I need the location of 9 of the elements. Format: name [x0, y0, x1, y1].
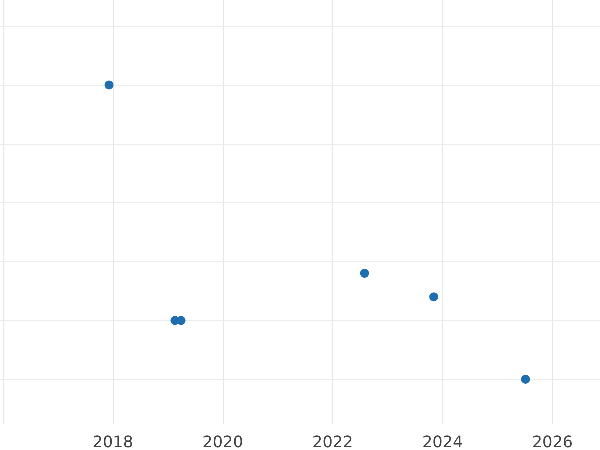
- x-tick-label: 2020: [202, 432, 244, 450]
- point: [521, 374, 530, 384]
- x-tick-label: 2022: [312, 432, 354, 450]
- x-tick-label: 2018: [92, 432, 134, 450]
- x-tick-label: 2024: [422, 432, 464, 450]
- point: [104, 80, 114, 90]
- x-tick-label: 2026: [532, 432, 574, 450]
- point: [360, 269, 370, 278]
- point: [430, 292, 439, 302]
